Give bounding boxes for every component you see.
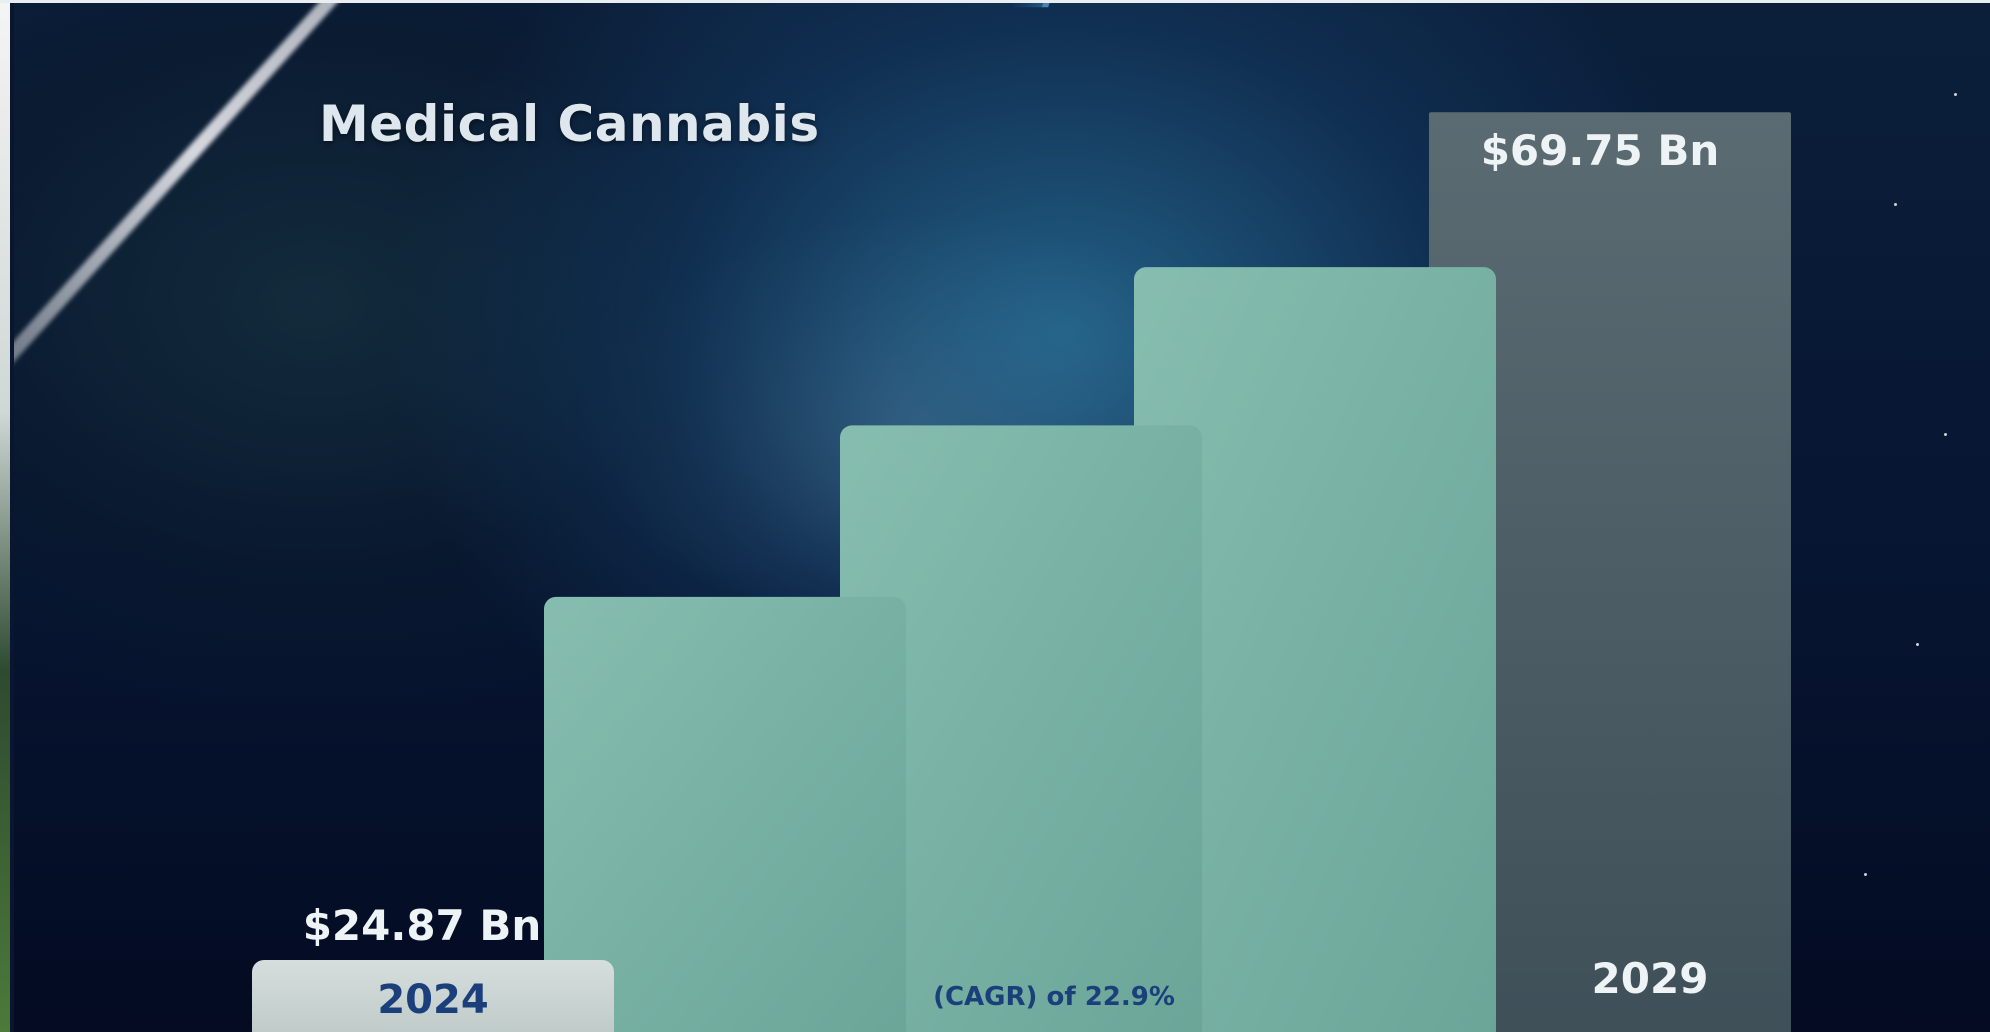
- value-label-4: $69.75 Bn: [1481, 126, 1720, 175]
- star: [1894, 203, 1897, 206]
- window-edge: [0, 0, 1990, 3]
- bar-0: [252, 960, 614, 1032]
- bar-1: [544, 596, 906, 1032]
- category-label-0: 2024: [377, 977, 488, 1023]
- earth-background: Medical Cannabis 2024 2029 $24.87 Bn $69.75…: [14, 3, 1990, 1032]
- star: [1864, 873, 1867, 876]
- adjacent-frame-edge: [0, 0, 10, 1032]
- star: [1944, 433, 1947, 436]
- bar-2: [840, 425, 1202, 1032]
- value-label-0: $24.87 Bn: [303, 901, 542, 950]
- market-growth-chart: 2024 2029 $24.87 Bn $69.75 Bn (CAGR) of 22.9…: [252, 112, 1791, 1032]
- cagr-annotation: (CAGR) of 22.9%: [933, 982, 1175, 1012]
- star: [1916, 643, 1919, 646]
- star: [1954, 93, 1957, 96]
- bar-3: [1134, 267, 1496, 1032]
- slide-title: Medical Cannabis: [319, 95, 820, 153]
- bar-4: [1429, 112, 1791, 1032]
- category-label-4: 2029: [1592, 954, 1709, 1003]
